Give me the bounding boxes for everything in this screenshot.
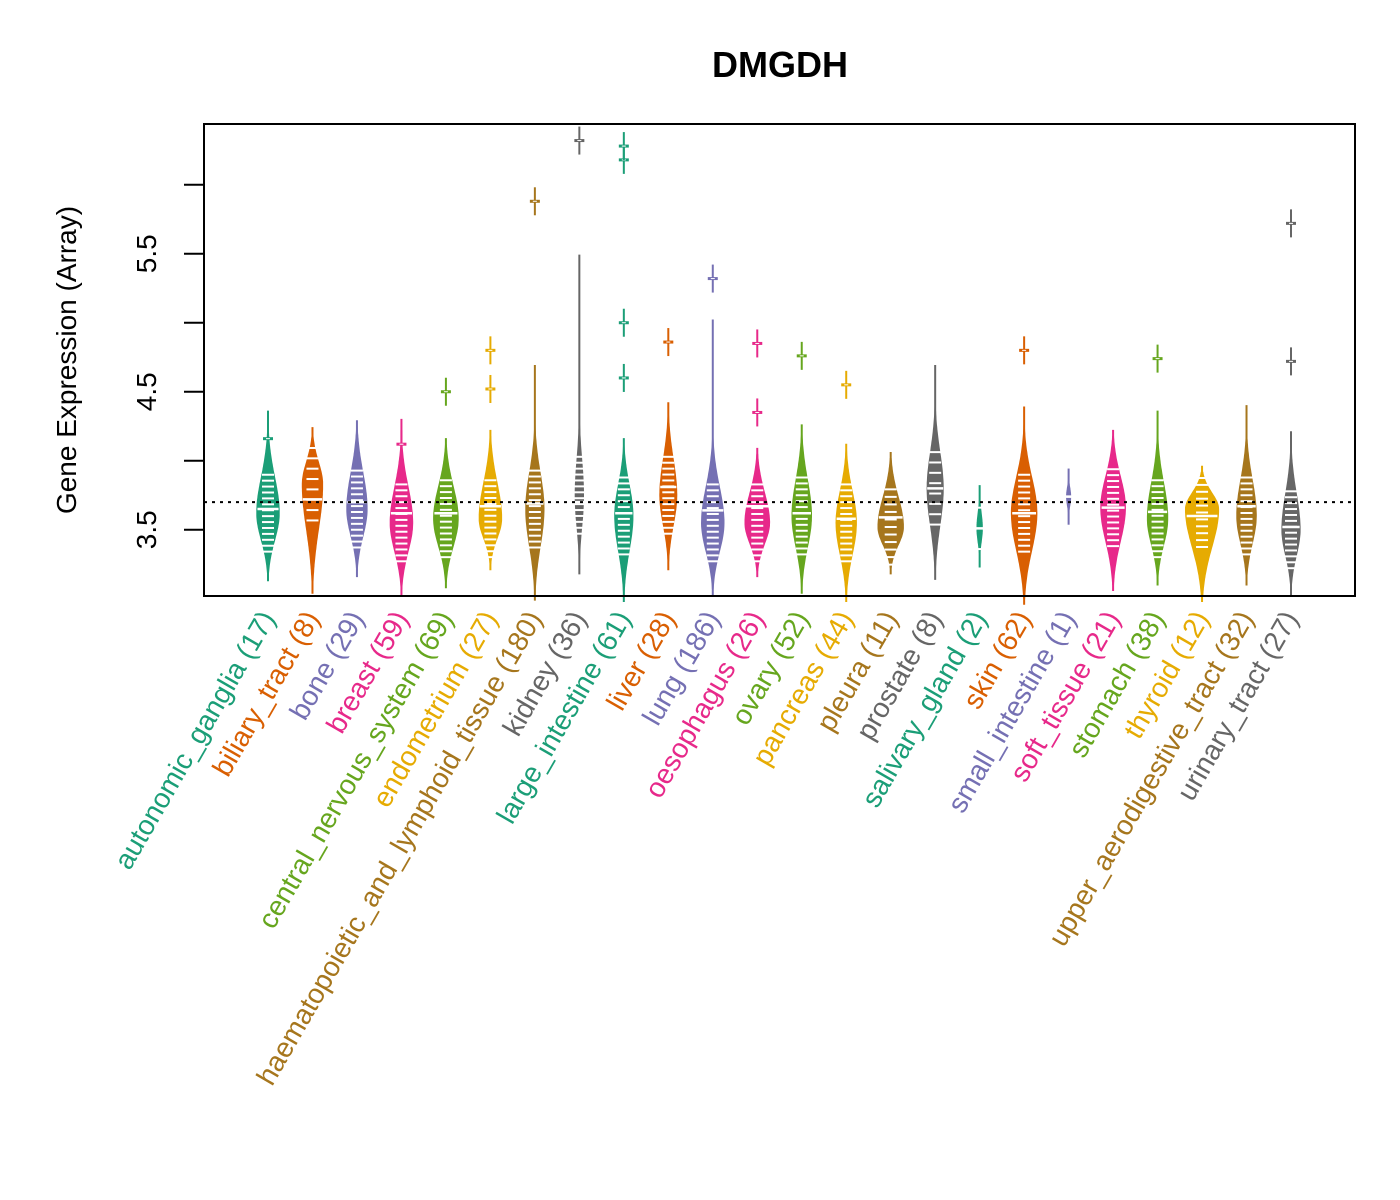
bean-haematopoietic_and_lymphoid_tissue: [525, 187, 545, 601]
bean-kidney: [571, 126, 588, 575]
bean-endometrium: [478, 336, 503, 571]
bean-autonomic_ganglia: [256, 410, 280, 582]
bean-central_nervous_system: [433, 377, 459, 589]
bean-urinary_tract: [1281, 209, 1301, 596]
bean-small_intestine: [1060, 468, 1077, 525]
bean-pleura: [877, 451, 904, 575]
bean-skin: [1010, 336, 1038, 605]
beans: [256, 126, 1301, 605]
x-axis-labels: autonomic_ganglia (17)biliary_tract (8)b…: [108, 606, 1304, 1091]
bean-thyroid: [1185, 465, 1220, 602]
bean-large_intestine: [614, 132, 634, 602]
y-tick-label: 4.5: [131, 372, 162, 411]
bean-oesophagus: [744, 329, 771, 578]
chart-title: DMGDH: [712, 44, 848, 85]
bean-liver: [659, 328, 678, 571]
bean-biliary_tract: [301, 427, 324, 594]
bean-ovary: [791, 341, 812, 594]
bean-bone: [346, 420, 368, 578]
bean-soft_tissue: [1100, 429, 1126, 591]
bean-pancreas: [835, 370, 857, 602]
bean-salivary_gland: [971, 485, 988, 568]
bean-prostate: [926, 365, 944, 580]
plot-frame: [203, 123, 1356, 597]
bean-breast: [389, 418, 414, 596]
y-tick-label: 5.5: [131, 234, 162, 273]
bean-stomach: [1146, 344, 1169, 586]
y-axis: 3.5 4.5 5.5: [131, 183, 204, 549]
bean-lung: [701, 264, 725, 596]
y-axis-label: Gene Expression (Array): [51, 206, 82, 514]
y-tick-label: 3.5: [131, 510, 162, 549]
bean-upper_aerodigestive_tract: [1236, 405, 1257, 586]
